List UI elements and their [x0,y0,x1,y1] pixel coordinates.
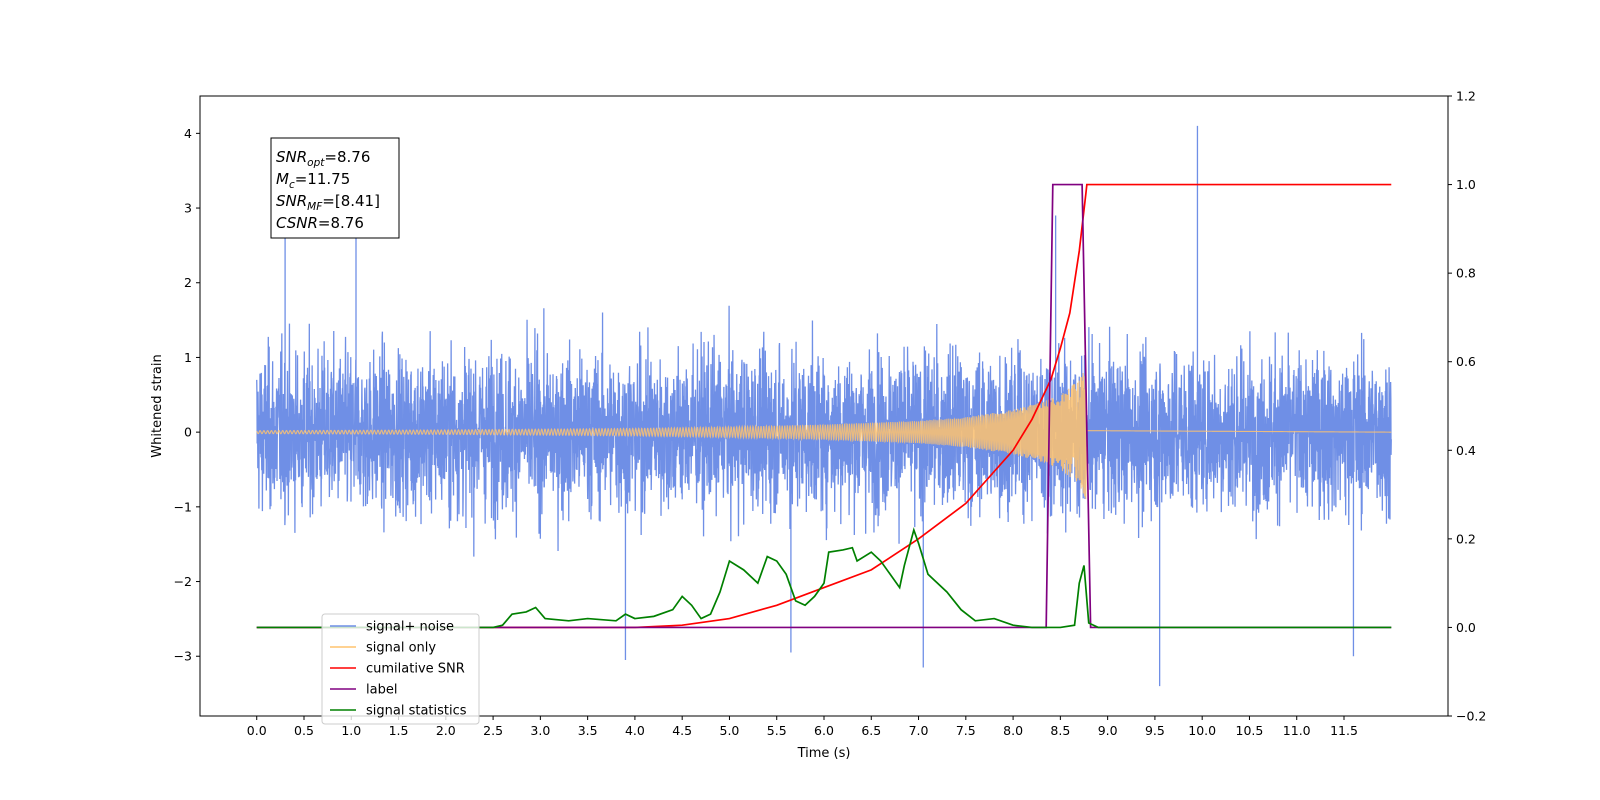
x-tick-label: 6.5 [861,723,881,738]
y-left-tick-label: 0 [184,425,192,440]
x-tick-label: 9.5 [1145,723,1165,738]
x-tick-label: 4.0 [625,723,645,738]
y-right-tick-label: −0.2 [1456,709,1486,724]
x-tick-label: 5.0 [720,723,740,738]
y-left-tick-label: −1 [174,499,192,514]
y-right-tick-label: 0.0 [1456,620,1476,635]
stats-box-frame [270,137,400,239]
y-left-tick-label: 4 [184,126,192,141]
legend-label: cumilative SNR [366,662,465,677]
x-tick-label: 0.5 [294,723,314,738]
x-tick-label: 1.5 [389,723,409,738]
series-signal-only [256,372,1392,500]
legend: signal+ noise signal only cumilative SNR la… [321,613,480,725]
legend-label: signal only [366,641,436,656]
x-tick-label: 7.0 [909,723,929,738]
series-cumilative-snr [256,183,1392,629]
stat-line: SNRMF=[8.41] [276,192,380,213]
x-tick-label: 9.0 [1098,723,1118,738]
x-tick-label: 8.0 [1003,723,1023,738]
x-tick-label: 8.5 [1050,723,1070,738]
legend-label: signal statistics [366,704,467,719]
x-tick-label: 2.5 [483,723,503,738]
x-tick-label: 11.0 [1283,723,1311,738]
x-tick-label: 3.0 [530,723,550,738]
y-left-tick-label: 1 [184,350,192,365]
x-tick-label: 2.0 [436,723,456,738]
y-left-tick-label: 3 [184,201,192,216]
series-layer [256,125,1392,687]
x-tick-label: 10.0 [1188,723,1216,738]
y-right-tick-label: 1.2 [1456,89,1476,104]
y-right-tick-label: 0.6 [1456,354,1476,369]
x-tick-label: 5.5 [767,723,787,738]
x-tick-label: 7.5 [956,723,976,738]
y-axis-left-label: Whitened strain [150,354,165,457]
series-signal-statistics [256,527,1392,629]
x-tick-label: 1.0 [341,723,361,738]
y-axis-right: −0.2 0.0 0.2 0.4 0.6 0.8 1.0 1.2 [1448,89,1486,724]
x-tick-label: 4.5 [672,723,692,738]
legend-label: signal+ noise [366,620,454,635]
x-tick-label: 6.0 [814,723,834,738]
legend-frame [321,613,480,725]
x-tick-label: 10.5 [1236,723,1264,738]
y-right-tick-label: 1.0 [1456,177,1476,192]
y-left-tick-label: 2 [184,275,192,290]
stat-line: CSNR=8.76 [276,214,364,232]
stat-line: Mc=11.75 [276,170,350,191]
y-right-tick-label: 0.4 [1456,443,1476,458]
y-left-tick-label: −2 [174,574,192,589]
x-tick-label: 0.0 [247,723,267,738]
stat-line: SNRopt=8.76 [276,148,370,169]
y-left-tick-label: −3 [174,649,192,664]
y-axis-left: −3 −2 −1 0 1 2 3 4 [174,126,200,664]
y-right-tick-label: 0.8 [1456,266,1476,281]
x-axis: 0.0 0.5 1.0 1.5 2.0 2.5 3.0 3.5 4.0 4.5 5.0 5.5 6.0 6… [247,716,1358,738]
x-tick-label: 3.5 [578,723,598,738]
x-tick-label: 11.5 [1330,723,1358,738]
y-right-tick-label: 0.2 [1456,531,1476,546]
x-axis-label: Time (s) [797,746,851,761]
series-signal-noise [256,125,1392,687]
legend-label: label [366,683,397,698]
